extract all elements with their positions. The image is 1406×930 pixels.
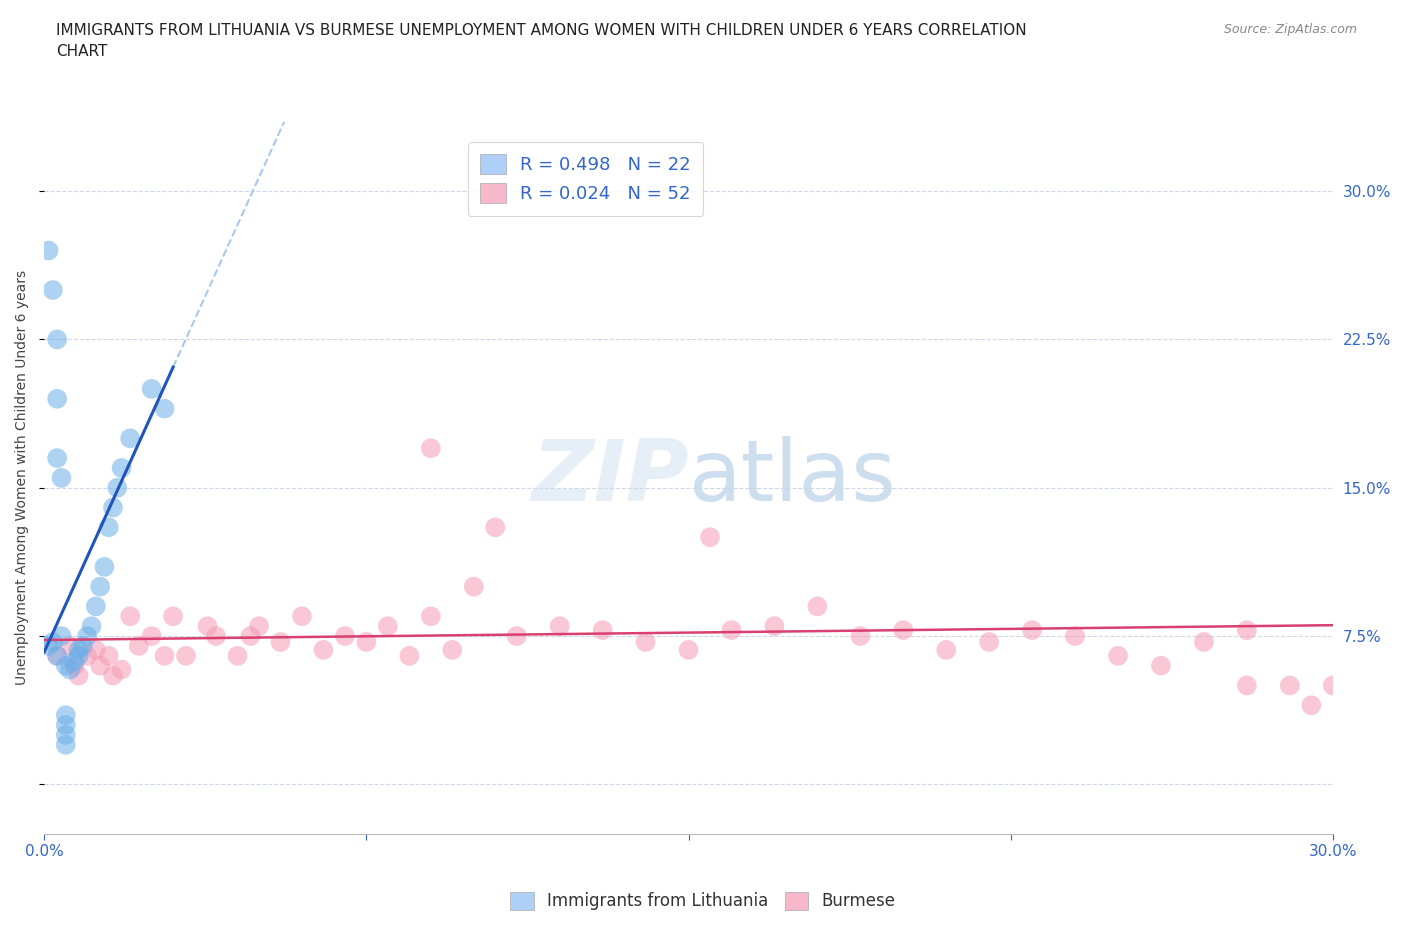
Point (1064, 629, 1087, 644)
Point (141, 381, 163, 396)
Point (592, 623, 614, 638)
Point (55, 718, 77, 733)
Point (42, 283, 65, 298)
Point (42, 634, 65, 649)
Point (333, 629, 356, 644)
Point (97, 520, 120, 535)
Point (120, 431, 142, 445)
Point (1301, 698, 1323, 712)
Point (38, 639, 60, 654)
Point (1107, 648, 1129, 663)
Point (1192, 634, 1215, 649)
Point (1021, 623, 1043, 638)
Point (84, 643, 107, 658)
Point (398, 648, 420, 663)
Point (76, 648, 98, 663)
Point (141, 629, 163, 644)
Point (226, 648, 249, 663)
Legend: R = 0.498   N = 22, R = 0.024   N = 52: R = 0.498 N = 22, R = 0.024 N = 52 (468, 141, 703, 216)
Point (1278, 678, 1301, 693)
Point (1322, 678, 1344, 693)
Point (105, 480, 128, 495)
Text: ZIP: ZIP (531, 436, 689, 519)
Point (463, 579, 485, 594)
Point (101, 668, 124, 683)
Point (1236, 678, 1258, 693)
Point (291, 609, 314, 624)
Point (120, 609, 142, 624)
Point (239, 629, 262, 644)
Point (89, 579, 111, 594)
Point (101, 500, 124, 515)
Point (46, 648, 69, 663)
Point (484, 520, 506, 535)
Legend: Immigrants from Lithuania, Burmese: Immigrants from Lithuania, Burmese (503, 885, 903, 917)
Point (51, 471, 73, 485)
Point (59, 662, 82, 677)
Point (377, 618, 399, 633)
Point (89, 658, 111, 673)
Point (72, 639, 94, 654)
Point (806, 599, 828, 614)
Point (1236, 623, 1258, 638)
Point (979, 634, 1001, 649)
Point (891, 623, 914, 638)
Text: IMMIGRANTS FROM LITHUANIA VS BURMESE UNEMPLOYMENT AMONG WOMEN WITH CHILDREN UNDE: IMMIGRANTS FROM LITHUANIA VS BURMESE UNE… (56, 23, 1026, 60)
Point (935, 643, 957, 658)
Point (59, 639, 82, 654)
Point (46, 392, 69, 406)
Point (38, 243, 60, 258)
Point (548, 618, 571, 633)
Point (55, 708, 77, 723)
Point (110, 460, 132, 475)
Point (55, 737, 77, 752)
Point (46, 648, 69, 663)
Point (506, 629, 529, 644)
Point (128, 639, 150, 654)
Point (441, 643, 464, 658)
Point (634, 634, 657, 649)
Point (110, 662, 132, 677)
Point (67, 643, 90, 658)
Point (93, 560, 115, 575)
Point (97, 648, 120, 663)
Point (80, 618, 103, 633)
Point (162, 609, 184, 624)
Point (197, 618, 219, 633)
Point (419, 441, 441, 456)
Point (84, 599, 107, 614)
Point (63, 658, 86, 673)
Point (270, 634, 292, 649)
Point (153, 401, 176, 416)
Point (174, 648, 197, 663)
Point (849, 629, 872, 644)
Point (678, 643, 700, 658)
Point (699, 530, 721, 545)
Point (356, 634, 378, 649)
Point (55, 727, 77, 742)
Point (763, 618, 786, 633)
Point (55, 658, 77, 673)
Point (51, 629, 73, 644)
Y-axis label: Unemployment Among Women with Children Under 6 years: Unemployment Among Women with Children U… (15, 271, 30, 685)
Point (1150, 658, 1173, 673)
Point (205, 629, 228, 644)
Point (76, 629, 98, 644)
Point (67, 668, 90, 683)
Point (46, 332, 69, 347)
Point (419, 609, 441, 624)
Point (153, 648, 176, 663)
Point (46, 451, 69, 466)
Point (312, 643, 335, 658)
Point (67, 648, 90, 663)
Point (63, 655, 86, 670)
Point (720, 623, 742, 638)
Text: atlas: atlas (689, 436, 897, 519)
Text: Source: ZipAtlas.com: Source: ZipAtlas.com (1223, 23, 1357, 36)
Point (247, 618, 270, 633)
